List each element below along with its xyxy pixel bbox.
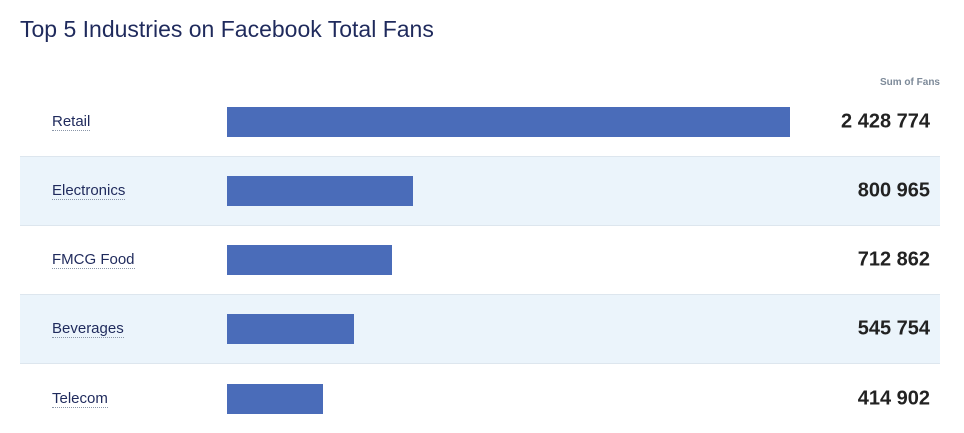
chart-title: Top 5 Industries on Facebook Total Fans (20, 16, 434, 42)
category-label[interactable]: FMCG Food (52, 251, 135, 269)
chart-rows: Retail 2 428 774 Electronics 800 965 FMCG Fo… (20, 88, 940, 433)
chart-row: FMCG Food 712 862 (20, 226, 940, 295)
chart-row: Electronics 800 965 (20, 157, 940, 226)
value-label: 712 862 (857, 248, 930, 271)
value-label: 800 965 (857, 179, 930, 202)
bar[interactable] (227, 107, 790, 137)
bar[interactable] (227, 245, 392, 275)
chart-row: Retail 2 428 774 (20, 88, 940, 157)
value-label: 545 754 (857, 317, 930, 340)
category-label[interactable]: Beverages (52, 320, 124, 338)
category-label[interactable]: Telecom (52, 389, 108, 408)
bar[interactable] (227, 314, 354, 344)
bar[interactable] (227, 176, 413, 206)
value-label: 414 902 (857, 387, 930, 409)
value-label: 2 428 774 (841, 110, 930, 133)
category-label[interactable]: Electronics (52, 182, 126, 200)
value-column-header: Sum of Fans (879, 77, 940, 88)
category-label[interactable]: Retail (52, 113, 91, 131)
bar[interactable] (227, 383, 323, 414)
chart-row: Beverages 545 754 (20, 295, 940, 364)
chart-row: Telecom 414 902 (20, 364, 940, 433)
